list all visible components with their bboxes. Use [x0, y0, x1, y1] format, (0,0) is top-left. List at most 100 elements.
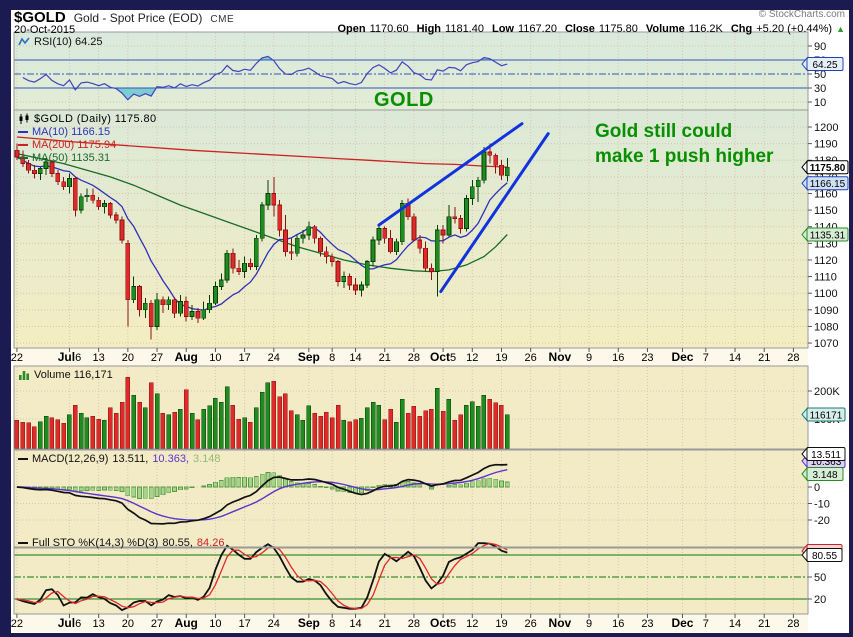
- annotation-note-line2: make 1 push higher: [595, 146, 774, 167]
- sto-name: Full STO %K(14,3) %D(3): [32, 537, 159, 549]
- svg-text:Sep: Sep: [298, 350, 320, 364]
- low-label: Low: [491, 23, 514, 35]
- close-value: 1175.80: [598, 23, 638, 35]
- open-value: 1170.60: [369, 23, 409, 35]
- chg-value: +5.20 (+0.44%): [756, 23, 833, 35]
- svg-text:Sep: Sep: [298, 616, 320, 630]
- ma10-legend: MA(10) 1166.15: [32, 125, 111, 138]
- svg-text:1160: 1160: [814, 188, 838, 200]
- sto-line-swatch: [18, 542, 28, 544]
- svg-text:Jul6: Jul6: [58, 616, 81, 630]
- svg-text:23: 23: [641, 352, 653, 364]
- svg-text:30: 30: [814, 83, 826, 95]
- annotation-note: Gold still could make 1 push higher: [595, 119, 773, 169]
- svg-text:28: 28: [787, 618, 799, 630]
- axis-value-box: 1166.15: [801, 175, 849, 191]
- svg-text:21: 21: [379, 618, 391, 630]
- svg-text:28: 28: [787, 352, 799, 364]
- macd-legend: MACD(12,26,9) 13.511, 10.363, 3.148: [18, 453, 221, 465]
- svg-text:-10: -10: [814, 499, 830, 511]
- ticker-header: $GOLD Gold - Spot Price (EOD) CME: [14, 9, 234, 26]
- annotation-gold-title: GOLD: [374, 89, 434, 111]
- svg-text:Oct5: Oct5: [430, 616, 456, 630]
- axis-value-box: 1175.80: [801, 159, 849, 175]
- svg-text:9: 9: [586, 618, 592, 630]
- svg-text:9: 9: [586, 352, 592, 364]
- svg-text:8: 8: [329, 618, 335, 630]
- axis-value-box: 64.25: [801, 56, 844, 72]
- svg-text:90: 90: [814, 41, 826, 53]
- svg-text:3.148: 3.148: [812, 470, 837, 481]
- svg-text:21: 21: [758, 618, 770, 630]
- ma10-swatch: [18, 130, 28, 133]
- ma50-legend: MA(50) 1135.31: [32, 151, 111, 164]
- annotation-note-line1: Gold still could: [595, 121, 733, 142]
- svg-text:Aug: Aug: [175, 350, 198, 364]
- svg-text:1150: 1150: [814, 205, 838, 217]
- svg-text:Jul6: Jul6: [58, 350, 81, 364]
- svg-text:14: 14: [729, 618, 741, 630]
- ticker-name: Gold - Spot Price (EOD): [73, 11, 203, 25]
- ticker-exchange: CME: [210, 14, 235, 25]
- svg-text:17: 17: [238, 352, 250, 364]
- svg-text:14: 14: [349, 618, 361, 630]
- svg-text:Aug: Aug: [175, 616, 198, 630]
- candlestick-series: [14, 143, 510, 340]
- high-value: 1181.40: [445, 23, 484, 35]
- volume-value: 116.2K: [688, 23, 723, 35]
- svg-text:22: 22: [11, 352, 23, 364]
- trendlines: [377, 122, 550, 294]
- copyright: © StockCharts.com: [758, 9, 845, 20]
- svg-text:17: 17: [238, 618, 250, 630]
- svg-text:16: 16: [612, 618, 624, 630]
- svg-text:28: 28: [408, 352, 420, 364]
- svg-text:Dec: Dec: [671, 350, 693, 364]
- ma200-swatch: [18, 143, 28, 146]
- svg-text:19: 19: [495, 618, 507, 630]
- axis-value-box: 80.55: [801, 547, 843, 563]
- svg-text:10: 10: [209, 618, 221, 630]
- svg-text:50: 50: [814, 572, 826, 584]
- svg-text:13: 13: [93, 352, 105, 364]
- svg-text:20: 20: [122, 352, 134, 364]
- candlestick-icon: [19, 113, 29, 124]
- axis-value-box: 1135.31: [801, 227, 849, 242]
- volume-legend: Volume 116,171: [18, 369, 113, 381]
- svg-text:Dec: Dec: [671, 616, 693, 630]
- svg-text:10: 10: [209, 352, 221, 364]
- macd-panel: [16, 463, 510, 525]
- close-label: Close: [564, 23, 595, 35]
- volume-label: Volume: [645, 23, 685, 35]
- svg-text:23: 23: [641, 618, 653, 630]
- ma50-swatch: [18, 156, 28, 159]
- svg-text:1166.15: 1166.15: [810, 179, 846, 190]
- volume-bars-icon: [19, 371, 29, 380]
- svg-text:1175.80: 1175.80: [810, 163, 846, 174]
- svg-text:10: 10: [814, 97, 826, 109]
- svg-text:0: 0: [814, 482, 820, 494]
- svg-text:13: 13: [93, 618, 105, 630]
- volume-panel: [14, 376, 510, 449]
- svg-text:13.511: 13.511: [811, 450, 841, 461]
- svg-text:200K: 200K: [814, 386, 840, 398]
- svg-text:1070: 1070: [814, 338, 838, 350]
- svg-text:7: 7: [703, 352, 709, 364]
- svg-text:10.363: 10.363: [811, 457, 842, 468]
- svg-text:1200: 1200: [814, 122, 838, 134]
- svg-text:14: 14: [729, 352, 741, 364]
- svg-text:80.55: 80.55: [812, 551, 837, 562]
- chg-label: Chg: [730, 23, 753, 35]
- chart-date: 20-Oct-2015: [14, 24, 76, 36]
- svg-text:16: 16: [612, 352, 624, 364]
- rsi-legend-label: RSI(10) 64.25: [34, 36, 103, 48]
- svg-text:116171: 116171: [810, 410, 843, 421]
- svg-text:26: 26: [525, 618, 537, 630]
- ma200-legend: MA(200) 1175.94: [32, 138, 117, 151]
- svg-text:1110: 1110: [814, 272, 837, 284]
- svg-text:8: 8: [329, 352, 335, 364]
- svg-text:22: 22: [11, 618, 23, 630]
- main-legend: $GOLD (Daily) 1175.80 MA(10) 1166.15 MA(…: [18, 112, 157, 164]
- svg-text:12: 12: [466, 352, 478, 364]
- svg-text:12: 12: [466, 618, 478, 630]
